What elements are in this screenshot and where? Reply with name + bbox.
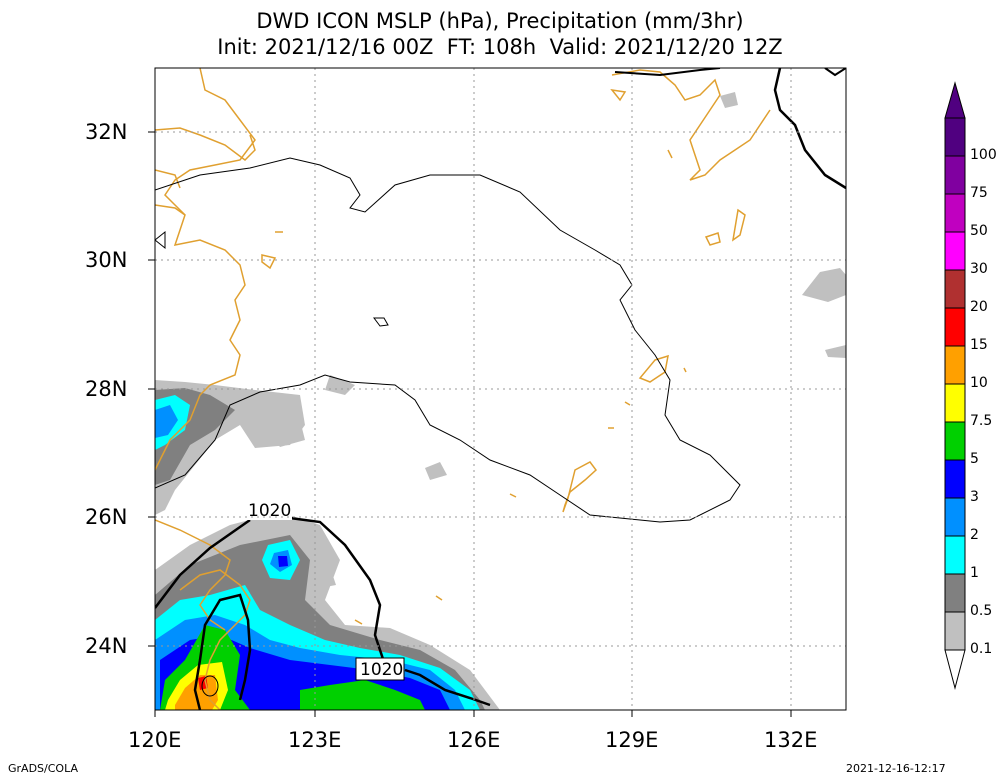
isobar-label-2: 1020 (360, 660, 403, 680)
lon-label-129e: 129E (605, 728, 659, 752)
colorbar-swatch (944, 421, 966, 461)
colorbar-swatch (944, 307, 966, 347)
grid-lines (155, 68, 846, 710)
lat-label-26n: 26N (85, 505, 128, 529)
colorbar-swatch (944, 117, 966, 157)
isobar-label-bg (244, 500, 292, 520)
lon-label-123e: 123E (288, 728, 342, 752)
colorbar-swatch (944, 193, 966, 233)
title-line-1: DWD ICON MSLP (hPa), Precipitation (mm/3… (256, 9, 744, 33)
colorbar-label: 20 (970, 299, 988, 315)
lat-label-28n: 28N (85, 377, 128, 401)
coastlines (155, 68, 771, 710)
lat-label-24n: 24N (85, 634, 128, 658)
isobars (155, 68, 846, 710)
colorbar-swatch (944, 345, 966, 385)
colorbar-swatch (944, 459, 966, 499)
colorbar (944, 81, 966, 690)
colorbar-label: 10 (970, 375, 988, 391)
colorbar-swatch (944, 269, 966, 309)
lon-label-132e: 132E (764, 728, 818, 752)
lon-label-120e: 120E (128, 728, 182, 752)
lat-label-32n: 32N (85, 120, 128, 144)
lon-label-126e: 126E (447, 728, 501, 752)
colorbar-swatch (944, 497, 966, 537)
colorbar-label: 2 (970, 527, 979, 543)
colorbar-over-arrow (944, 81, 966, 119)
colorbar-label: 5 (970, 451, 979, 467)
footer-timestamp: 2021-12-16-12:17 (846, 762, 946, 775)
footer-grads: GrADS/COLA (8, 762, 78, 775)
colorbar-label: 3 (970, 489, 979, 505)
colorbar-swatch (944, 155, 966, 195)
colorbar-swatch (944, 231, 966, 271)
colorbar-under-arrow (944, 649, 966, 690)
colorbar-swatch (944, 573, 966, 613)
map-frame (148, 67, 847, 717)
colorbar-swatch (944, 611, 966, 651)
colorbar-label: 7.5 (970, 413, 993, 429)
colorbar-label: 0.5 (970, 603, 993, 619)
colorbar-swatch (944, 535, 966, 575)
colorbar-label: 75 (970, 185, 988, 201)
colorbar-label: 100 (970, 147, 997, 163)
colorbar-label: 50 (970, 223, 988, 239)
colorbar-label: 15 (970, 337, 988, 353)
isobar-label-1: 1020 (248, 501, 291, 521)
lat-label-30n: 30N (85, 248, 128, 272)
isobar-label-bg-2 (355, 657, 405, 681)
colorbar-label: 1 (970, 565, 979, 581)
colorbar-label: 0.1 (970, 641, 993, 657)
title-line-2: Init: 2021/12/16 00Z FT: 108h Valid: 202… (217, 35, 783, 59)
colorbar-label: 30 (970, 261, 988, 277)
precipitation-shading (155, 92, 846, 710)
colorbar-swatch (944, 383, 966, 423)
